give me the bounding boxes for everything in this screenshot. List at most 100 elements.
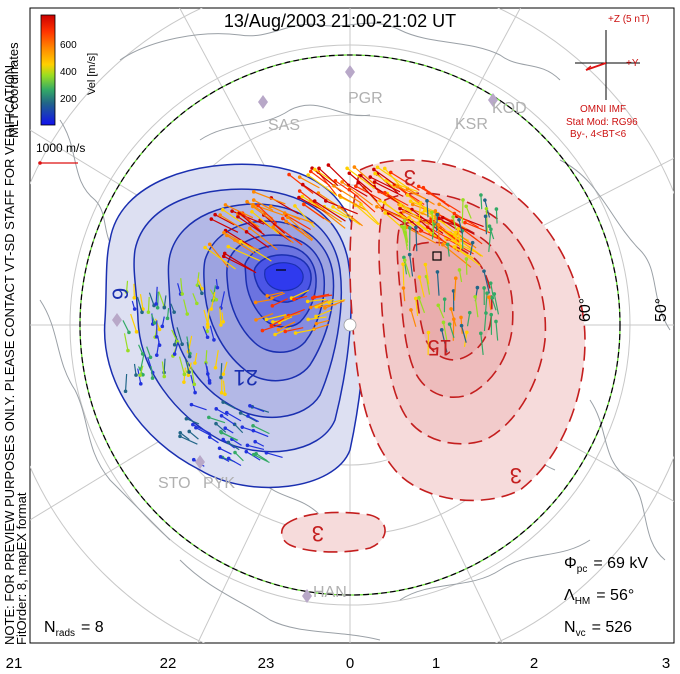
- velocity-vector-origin: [172, 342, 177, 347]
- velocity-vector: [125, 280, 129, 292]
- velocity-vector: [307, 174, 338, 197]
- velocity-vector: [461, 199, 464, 224]
- dusk-convection-cell: [103, 163, 366, 489]
- velocity-vector-origin: [463, 220, 467, 225]
- velocity-vector: [284, 212, 314, 224]
- mlt-tick-0: 0: [346, 655, 354, 672]
- velocity-vector: [495, 321, 499, 341]
- velocity-vector-origin: [132, 307, 137, 311]
- velocity-vector: [465, 206, 472, 219]
- velocity-vector: [460, 325, 467, 343]
- velocity-vector: [228, 457, 242, 467]
- velocity-vector: [202, 326, 209, 338]
- velocity-vector-origin: [221, 372, 226, 376]
- velocity-vector: [231, 438, 242, 446]
- velocity-vector: [488, 229, 492, 252]
- velocity-vector: [404, 260, 411, 278]
- velocity-vector-origin: [157, 327, 162, 332]
- velocity-vector-origin: [407, 215, 411, 220]
- velocity-vector: [298, 197, 330, 215]
- velocity-vector-origin: [345, 166, 349, 171]
- velocity-vector-origin: [194, 425, 198, 430]
- velocity-vector-origin: [127, 330, 131, 335]
- velocity-vector-origin: [186, 373, 191, 377]
- velocity-vector-origin: [372, 180, 377, 184]
- velocity-vector-origin: [215, 285, 220, 290]
- velocity-vector: [436, 214, 438, 232]
- velocity-scale-label: 1000 m/s: [36, 141, 85, 155]
- velocity-vector-origin: [340, 180, 344, 184]
- velocity-vector: [174, 341, 179, 355]
- velocity-vector: [384, 192, 409, 207]
- velocity-vector: [333, 185, 362, 204]
- velocity-vector: [253, 199, 274, 211]
- velocity-vector-origin: [178, 434, 182, 439]
- velocity-vector-origin: [306, 317, 310, 322]
- velocity-vector-origin: [193, 361, 197, 365]
- colorbar-tick-600: 600: [60, 40, 77, 51]
- velocity-vector: [449, 323, 455, 339]
- velocity-vector: [215, 423, 227, 433]
- velocity-vector: [253, 191, 286, 205]
- velocity-vector: [220, 363, 223, 378]
- velocity-vector-origin: [442, 297, 447, 301]
- velocity-vector: [402, 264, 405, 286]
- velocity-vector: [310, 299, 329, 308]
- velocity-vector: [161, 361, 165, 377]
- velocity-vector: [179, 435, 198, 445]
- pole-marker: [343, 318, 357, 332]
- velocity-vector: [485, 208, 488, 233]
- velocity-vector: [484, 293, 488, 314]
- velocity-vector: [224, 252, 257, 274]
- velocity-vector-origin: [421, 185, 426, 190]
- velocity-vector: [226, 234, 255, 254]
- velocity-vector-origin: [441, 320, 446, 325]
- velocity-vector-origin: [134, 330, 139, 334]
- mlt-tick-21: 21: [6, 655, 23, 672]
- velocity-vector-origin: [383, 211, 387, 215]
- velocity-vector-origin: [456, 226, 461, 231]
- velocity-vector: [285, 312, 301, 318]
- dawn-convection-cell: [280, 159, 586, 553]
- velocity-vector-origin: [292, 297, 296, 302]
- velocity-vector-origin: [226, 440, 231, 445]
- velocity-vector: [409, 254, 414, 277]
- velocity-vector: [307, 298, 327, 303]
- velocity-vector: [452, 216, 457, 230]
- velocity-vector: [223, 255, 253, 272]
- velocity-vector: [123, 333, 129, 351]
- velocity-vector: [442, 217, 475, 235]
- heppner-maynard-latitude: ΛHM = 56°: [564, 587, 634, 607]
- velocity-vector-origin: [165, 316, 170, 321]
- velocity-vector: [390, 171, 420, 191]
- velocity-vector-origin: [475, 285, 480, 290]
- velocity-vector: [285, 221, 313, 242]
- velocity-vector: [403, 211, 430, 226]
- velocity-vector-origin: [270, 296, 274, 300]
- velocity-vector: [221, 415, 236, 425]
- velocity-vector: [325, 200, 358, 215]
- velocity-vector-origin: [331, 205, 335, 209]
- velocity-vector: [316, 319, 329, 325]
- velocity-vector-origin: [264, 317, 269, 322]
- velocity-vector: [327, 164, 349, 185]
- velocity-vector-origin: [428, 219, 433, 224]
- cross-polar-cap-potential: Φpc = 69 kV: [564, 555, 648, 575]
- velocity-vector-origin: [408, 199, 413, 204]
- velocity-vector: [228, 441, 240, 451]
- velocity-vector: [357, 182, 378, 202]
- contour-label-neg-21: 21: [234, 365, 258, 390]
- velocity-vector: [214, 214, 235, 226]
- velocity-vector: [271, 292, 285, 299]
- velocity-vector-origin: [244, 230, 249, 234]
- velocity-vector: [266, 314, 287, 321]
- velocity-vector: [252, 425, 270, 435]
- velocity-vector-origin: [464, 330, 469, 335]
- coordinate-system-note: MLT coordinates: [6, 42, 21, 138]
- velocity-vector-origin: [154, 302, 158, 306]
- velocity-vector-origin: [401, 225, 406, 230]
- velocity-vector: [263, 214, 286, 234]
- velocity-vector-origin: [246, 414, 250, 418]
- velocity-vector-origin: [245, 443, 250, 448]
- velocity-vector: [222, 361, 228, 375]
